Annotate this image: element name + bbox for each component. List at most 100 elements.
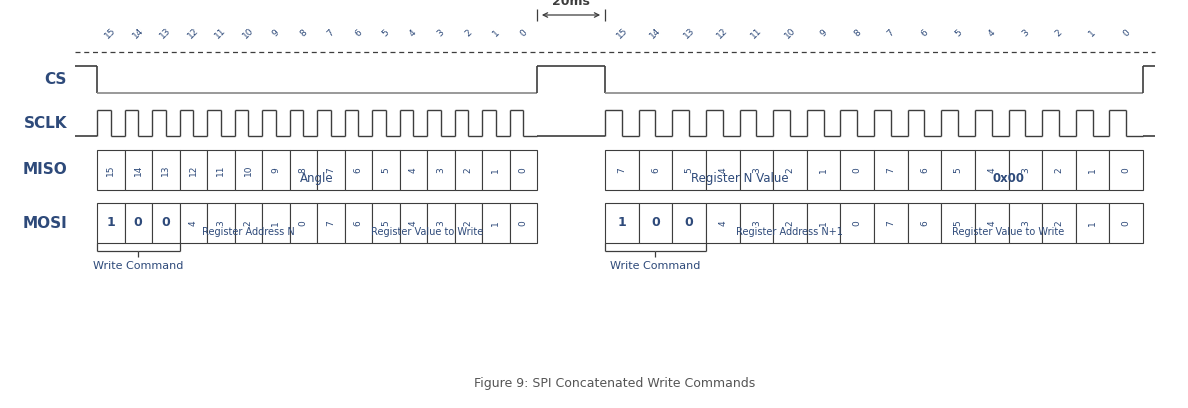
Text: 8: 8: [298, 167, 308, 173]
Bar: [672, 203, 706, 243]
Text: 1: 1: [492, 220, 500, 226]
Text: 0x00: 0x00: [992, 172, 1024, 185]
Bar: [874, 203, 908, 243]
Text: 10: 10: [244, 164, 253, 176]
Text: 0: 0: [853, 167, 861, 173]
Text: 0: 0: [518, 28, 529, 38]
Text: 5: 5: [380, 28, 391, 38]
Text: 6: 6: [353, 28, 364, 38]
Bar: [152, 203, 179, 243]
Bar: [941, 203, 975, 243]
Bar: [1076, 203, 1110, 243]
Text: 3: 3: [1020, 28, 1030, 38]
Text: 4: 4: [409, 28, 418, 38]
Bar: [639, 203, 672, 243]
Text: 0: 0: [519, 167, 527, 173]
Text: 9: 9: [819, 28, 829, 38]
Text: 1: 1: [819, 167, 828, 173]
Bar: [739, 203, 773, 243]
Text: 3: 3: [1020, 167, 1030, 173]
Text: 13: 13: [682, 26, 696, 40]
Text: 2: 2: [463, 167, 473, 173]
Text: 0: 0: [1121, 220, 1131, 226]
Text: 0: 0: [298, 220, 308, 226]
Bar: [773, 203, 807, 243]
Bar: [840, 203, 874, 243]
Bar: [1009, 203, 1042, 243]
Bar: [739, 150, 773, 190]
Bar: [263, 203, 290, 243]
Bar: [908, 203, 941, 243]
Bar: [706, 203, 739, 243]
Text: 6: 6: [920, 220, 929, 226]
Text: 14: 14: [131, 26, 145, 40]
Text: 4: 4: [986, 28, 997, 38]
Text: 3: 3: [436, 28, 446, 38]
Bar: [97, 150, 125, 190]
Text: 1: 1: [271, 220, 280, 226]
Text: 4: 4: [719, 220, 727, 226]
Bar: [290, 150, 317, 190]
Text: 5: 5: [953, 28, 963, 38]
Bar: [455, 203, 482, 243]
Bar: [840, 150, 874, 190]
Text: 1: 1: [492, 167, 500, 173]
Text: 13: 13: [162, 164, 170, 176]
Text: 5: 5: [381, 167, 390, 173]
Text: 0: 0: [162, 217, 170, 229]
Bar: [345, 203, 372, 243]
Text: 4: 4: [189, 220, 197, 226]
Bar: [941, 150, 975, 190]
Text: 5: 5: [381, 220, 390, 226]
Text: 10: 10: [783, 26, 797, 40]
Text: 8: 8: [852, 28, 862, 38]
Bar: [1042, 150, 1076, 190]
Text: Register N Value: Register N Value: [690, 172, 789, 185]
Text: 7: 7: [327, 220, 335, 226]
Text: 2: 2: [1055, 220, 1063, 226]
Bar: [234, 150, 263, 190]
Text: 0: 0: [1121, 167, 1131, 173]
Text: 1: 1: [1088, 167, 1097, 173]
Text: 10: 10: [241, 26, 255, 40]
Text: 6: 6: [354, 167, 362, 173]
Text: 3: 3: [436, 167, 446, 173]
Text: 1: 1: [1088, 220, 1097, 226]
Bar: [179, 150, 207, 190]
Text: 1: 1: [819, 220, 828, 226]
Text: 6: 6: [354, 220, 362, 226]
Text: 0: 0: [519, 220, 527, 226]
Bar: [773, 150, 807, 190]
Text: 0: 0: [1121, 28, 1131, 38]
Bar: [807, 203, 840, 243]
Text: 6: 6: [651, 167, 661, 173]
Bar: [97, 203, 125, 243]
Text: MISO: MISO: [23, 162, 67, 177]
Bar: [455, 150, 482, 190]
Text: 14: 14: [649, 26, 663, 40]
Text: 11: 11: [750, 26, 764, 40]
Text: 1: 1: [491, 28, 501, 38]
Bar: [234, 203, 263, 243]
Text: 15: 15: [614, 26, 630, 40]
Bar: [317, 203, 345, 243]
Text: 3: 3: [436, 220, 446, 226]
Text: Register Address N+1: Register Address N+1: [737, 227, 843, 237]
Bar: [179, 203, 207, 243]
Bar: [672, 150, 706, 190]
Text: 1: 1: [1087, 28, 1098, 38]
Bar: [207, 150, 234, 190]
Text: 20ms: 20ms: [552, 0, 590, 8]
Text: 0: 0: [651, 217, 659, 229]
Text: 12: 12: [715, 26, 729, 40]
Text: 7: 7: [618, 167, 626, 173]
Bar: [345, 150, 372, 190]
Bar: [207, 203, 234, 243]
Bar: [399, 150, 426, 190]
Text: 4: 4: [719, 167, 727, 173]
Text: 9: 9: [271, 167, 280, 173]
Bar: [372, 203, 399, 243]
Text: 2: 2: [785, 220, 795, 226]
Text: 3: 3: [752, 220, 760, 226]
Text: 12: 12: [187, 26, 201, 40]
